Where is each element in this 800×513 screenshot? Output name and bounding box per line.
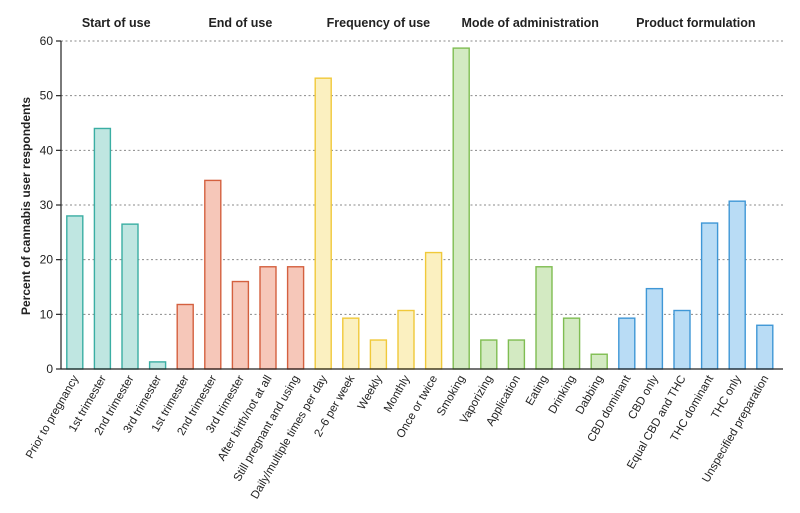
y-tick-label: 30: [40, 198, 54, 212]
bar: [121, 223, 139, 370]
y-tick-label: 50: [40, 89, 54, 103]
group-label: Start of use: [82, 16, 151, 30]
grid-lines: [61, 40, 783, 315]
bar: [176, 303, 194, 370]
bar: [397, 309, 415, 370]
bar: [507, 339, 526, 370]
bar: [618, 317, 636, 370]
group-label: Frequency of use: [327, 16, 431, 30]
bar: [148, 361, 167, 370]
bar: [562, 317, 581, 370]
group-label: Mode of administration: [461, 16, 599, 30]
bar: [204, 179, 222, 370]
bar: [93, 127, 112, 370]
axes: [56, 40, 783, 370]
bar: [66, 215, 84, 370]
bar: [452, 47, 470, 370]
bars: [66, 47, 774, 370]
bar: [286, 266, 305, 370]
bar: [480, 339, 498, 370]
bar: [342, 317, 360, 370]
x-tick-label: Eating: [524, 374, 551, 408]
bar: [756, 324, 774, 370]
x-tick-label: Monthly: [382, 373, 413, 414]
bar: [535, 266, 553, 370]
bar: [673, 309, 691, 370]
group-label: End of use: [208, 16, 272, 30]
y-tick-label: 60: [40, 34, 54, 48]
bar: [259, 266, 277, 370]
x-tick-label: Weekly: [356, 373, 385, 412]
bar: [369, 339, 388, 370]
bar: [314, 77, 332, 370]
y-tick-label: 0: [46, 362, 53, 376]
bar: [424, 251, 443, 370]
bar: [645, 287, 664, 370]
bar: [700, 222, 719, 370]
y-axis-label: Percent of cannabis user respondents: [19, 97, 33, 315]
y-tick-label: 10: [40, 307, 54, 321]
y-tick-label: 20: [40, 253, 54, 267]
y-tick-label: 40: [40, 143, 54, 157]
bar: [590, 353, 608, 370]
group-label: Product formulation: [636, 16, 755, 30]
bar: [728, 200, 746, 370]
bar: [231, 280, 250, 370]
